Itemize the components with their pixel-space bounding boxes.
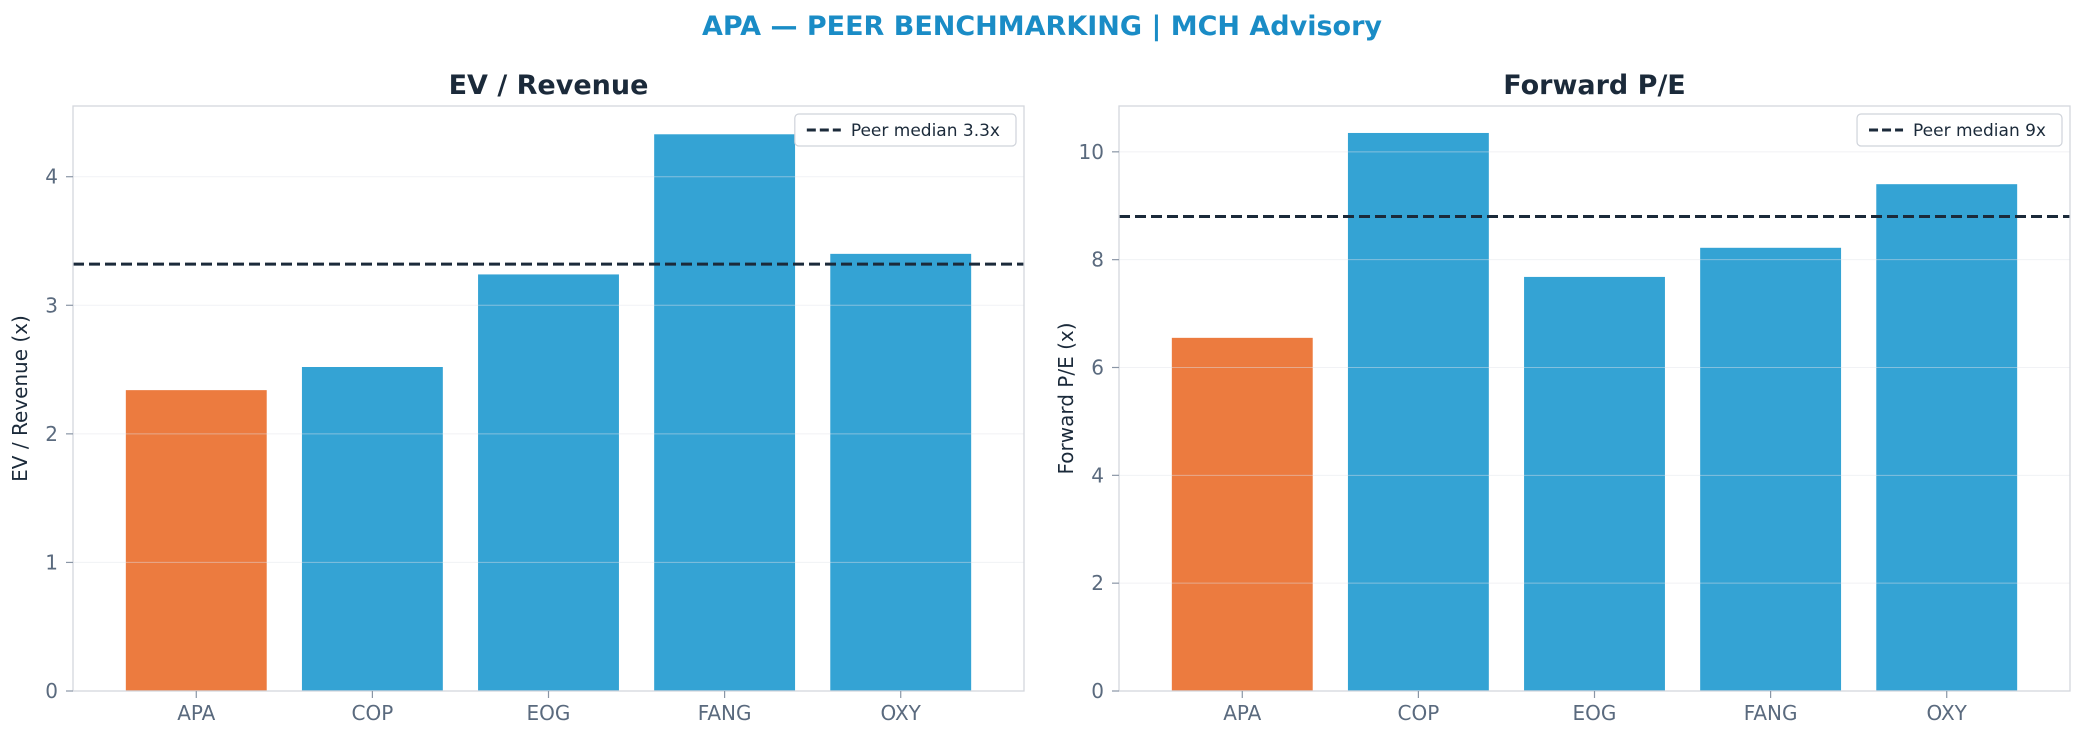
legend-label: Peer median 3.3x bbox=[851, 121, 1000, 141]
bar-apa bbox=[125, 390, 267, 691]
y-tick-label: 1 bbox=[45, 550, 58, 574]
y-tick-label: 6 bbox=[1091, 355, 1104, 379]
chart-ev-revenue: 0 1 2 3 4 APA COP EOG FANG OXY EV / Revenue EV / Re… bbox=[8, 70, 1025, 725]
x-tick-label-apa: APA bbox=[177, 701, 215, 725]
y-tick-label: 10 bbox=[1079, 140, 1104, 164]
bar-oxy bbox=[1876, 184, 2018, 691]
x-tick-label-eog: EOG bbox=[527, 701, 571, 725]
chart-panels: 0 1 2 3 4 APA COP EOG FANG OXY EV / Revenue EV / Re… bbox=[8, 70, 2071, 725]
bar-oxy bbox=[830, 253, 972, 692]
y-tick-label: 2 bbox=[45, 422, 58, 446]
legend-label: Peer median 9x bbox=[1913, 121, 2046, 141]
y-tick-label: 4 bbox=[45, 165, 58, 189]
legend-box bbox=[1856, 113, 2063, 147]
y-tick-label: 4 bbox=[1091, 463, 1104, 487]
x-tick-label-oxy: OXY bbox=[881, 701, 922, 725]
axes-title: EV / Revenue bbox=[449, 70, 649, 101]
bar-cop bbox=[1347, 132, 1489, 691]
x-tick-label-fang: FANG bbox=[698, 701, 752, 725]
bar-cop bbox=[301, 367, 443, 691]
y-tick-label: 8 bbox=[1091, 248, 1104, 272]
bar-eog bbox=[1524, 276, 1665, 691]
bar-eog bbox=[478, 274, 619, 691]
x-tick-label-fang: FANG bbox=[1744, 701, 1798, 725]
y-tick-label: 0 bbox=[1091, 679, 1104, 703]
legend-box bbox=[794, 113, 1017, 147]
legend: Peer median 3.3x bbox=[794, 113, 1017, 147]
axes-title: Forward P/E bbox=[1503, 70, 1686, 101]
x-tick-label-cop: COP bbox=[351, 701, 393, 725]
y-tick-label: 0 bbox=[45, 679, 58, 703]
x-tick-label-apa: APA bbox=[1223, 701, 1261, 725]
y-tick-label: 3 bbox=[45, 293, 58, 317]
bar-fang bbox=[1700, 247, 1842, 692]
chart-forward-pe: 0 2 4 6 8 10 APA COP EOG FANG OXY Forward P/E Forwar… bbox=[1054, 70, 2071, 725]
legend: Peer median 9x bbox=[1856, 113, 2063, 147]
figure-title: APA — PEER BENCHMARKING | MCH Advisory bbox=[702, 11, 1382, 42]
x-tick-label-oxy: OXY bbox=[1927, 701, 1968, 725]
x-tick-label-eog: EOG bbox=[1573, 701, 1617, 725]
y-axis-label: Forward P/E (x) bbox=[1054, 322, 1078, 474]
y-axis-label: EV / Revenue (x) bbox=[8, 315, 32, 482]
x-tick-label-cop: COP bbox=[1397, 701, 1439, 725]
y-tick-label: 2 bbox=[1091, 571, 1104, 595]
bar-fang bbox=[654, 134, 796, 692]
bar-apa bbox=[1171, 337, 1313, 691]
